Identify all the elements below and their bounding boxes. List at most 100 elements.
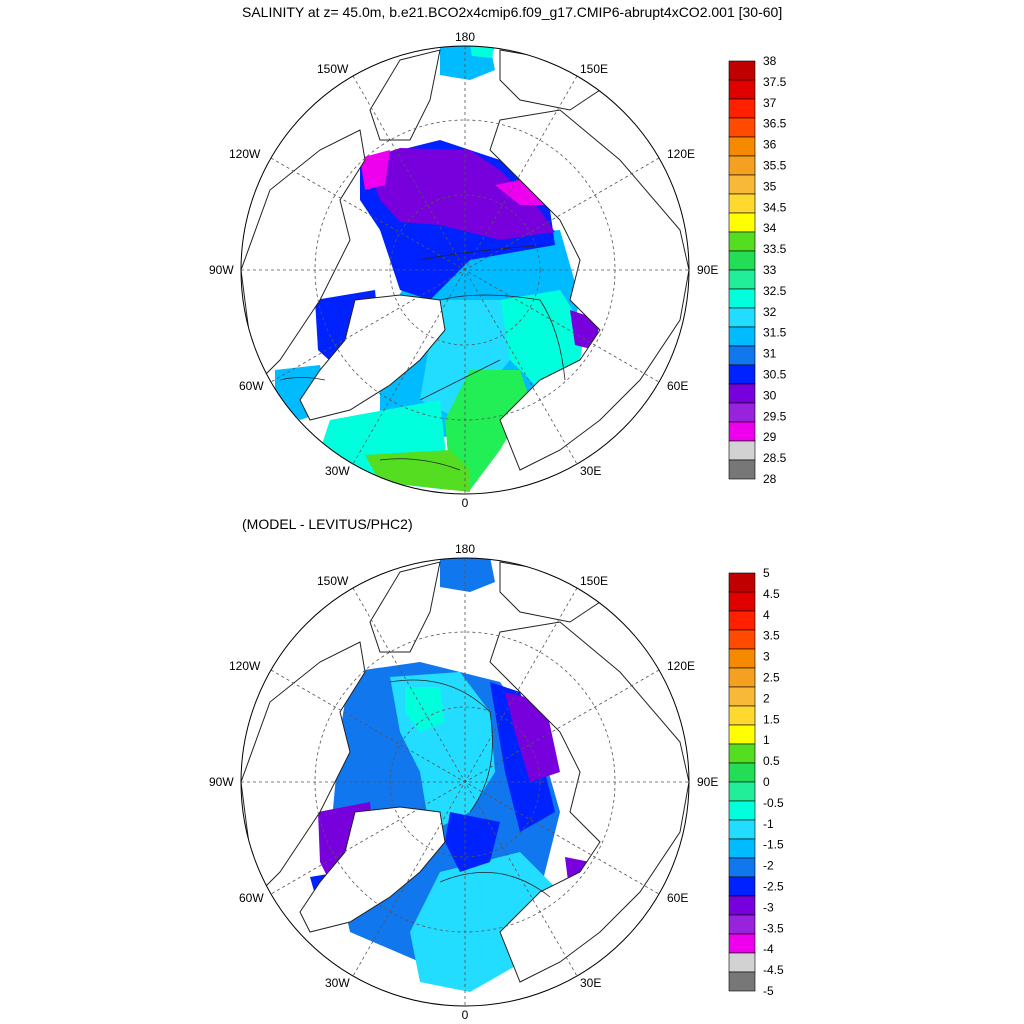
lon-label-60e: 60E — [667, 379, 688, 393]
pacific-shore — [369, 49, 441, 141]
colorbar-swatch — [728, 440, 756, 461]
colorbar-label: 0.5 — [763, 754, 780, 768]
diff-contour — [439, 872, 551, 898]
colorbar-swatch — [728, 952, 756, 973]
graticule — [241, 558, 689, 1006]
lon-label-60w: 60W — [239, 379, 264, 393]
colorbar-swatch — [728, 781, 756, 802]
fram-dark-diff — [445, 812, 500, 872]
colorbar-label: 30.5 — [763, 368, 787, 382]
laptev-magenta — [495, 180, 545, 205]
colorbar-swatch — [728, 459, 756, 480]
colorbar-swatch — [728, 648, 756, 669]
east-siberian-magenta — [360, 150, 390, 190]
colorbar-swatch — [728, 591, 756, 612]
colorbar-swatch — [728, 193, 756, 214]
colorbar-label: 0 — [763, 775, 770, 789]
colorbar-label: 3.5 — [763, 629, 780, 643]
lon-label-180: 180 — [455, 542, 475, 556]
colorbar-swatch — [728, 79, 756, 100]
colorbar-swatch — [728, 933, 756, 954]
colorbar-label: -2.5 — [763, 880, 784, 894]
lon-label-120e: 120E — [667, 659, 695, 673]
lon-label-150w: 150W — [317, 62, 349, 76]
basin-core-diff — [405, 687, 445, 732]
lon-label-30e: 30E — [580, 464, 601, 478]
colorbar-label: 1 — [763, 733, 770, 747]
pacific-shore — [369, 561, 441, 653]
colorbar-label: 4.5 — [763, 587, 780, 601]
colorbar-label: 32.5 — [763, 284, 787, 298]
map-boundary — [240, 45, 690, 495]
colorbar-swatch — [728, 250, 756, 271]
lon-label-180: 180 — [455, 30, 475, 44]
lon-label-0: 0 — [462, 1008, 469, 1022]
lon-label-30w: 30W — [325, 976, 350, 990]
colorbar-swatch — [728, 610, 756, 631]
colorbar-swatch — [728, 402, 756, 423]
lon-label-150w: 150W — [317, 574, 349, 588]
colorbar-swatch — [728, 667, 756, 688]
greenland-landmass — [299, 806, 446, 933]
colorbar-label: 35 — [763, 179, 777, 193]
colorbar-label: 37 — [763, 96, 777, 110]
colorbar-swatch — [728, 971, 756, 992]
colorbar-swatch — [728, 364, 756, 385]
north-atlantic-salty — [365, 450, 470, 492]
colorbar-swatch — [728, 326, 756, 347]
colorbar-label: 3 — [763, 650, 770, 664]
colorbar-swatch — [728, 876, 756, 897]
colorbar-label: 34.5 — [763, 200, 787, 214]
main-title: SALINITY at z= 45.0m, b.e21.BCO2x4cmip6.… — [242, 4, 783, 20]
colorbar-label: -5 — [763, 984, 774, 998]
colorbar-swatch — [728, 60, 756, 81]
colorbar-label: -4 — [763, 942, 774, 956]
colorbar-swatch — [728, 269, 756, 290]
eurasia-landmass — [489, 621, 689, 983]
lon-label-60w: 60W — [239, 891, 264, 905]
lon-label-120e: 120E — [667, 147, 695, 161]
colorbar-swatch — [728, 288, 756, 309]
colorbar-label: 2.5 — [763, 671, 780, 685]
colorbar-swatch — [728, 212, 756, 233]
colorbar-swatch — [728, 117, 756, 138]
colorbar-label: -3 — [763, 900, 774, 914]
colorbar-swatch — [728, 819, 756, 840]
map-boundary — [240, 557, 690, 1007]
salinity-colorbar: 38 37.5 37 36.5 36 35.5 35 34.5 34 33.5 33 32.5 32 31… — [728, 54, 787, 486]
diff-contour — [389, 679, 493, 813]
lon-label-30w: 30W — [325, 464, 350, 478]
colorbar-swatch — [728, 155, 756, 176]
colorbar-label: -4.5 — [763, 963, 784, 977]
colorbar-label: 31.5 — [763, 326, 787, 340]
colorbar-label: 29 — [763, 430, 777, 444]
lon-label-90w: 90W — [209, 263, 234, 277]
colorbar-swatch — [728, 421, 756, 442]
colorbar-swatch — [728, 98, 756, 119]
colorbar-swatch — [728, 914, 756, 935]
lon-label-120w: 120W — [229, 659, 261, 673]
colorbar-label: -2 — [763, 859, 774, 873]
lon-label-30e: 30E — [580, 976, 601, 990]
colorbar-label: -0.5 — [763, 796, 784, 810]
colorbar-label: 38 — [763, 54, 777, 68]
eurasia-landmass — [489, 109, 689, 471]
colorbar-swatch — [728, 895, 756, 916]
colorbar-label: 28 — [763, 472, 777, 486]
lon-label-150e: 150E — [580, 574, 608, 588]
salinity-contour — [419, 244, 551, 261]
difference-map-panel: 180 0 90W 90E 150W 150E 120W 120E 60W 60… — [209, 542, 784, 1022]
colorbar-label: 36 — [763, 138, 777, 152]
colorbar-swatch — [728, 838, 756, 859]
colorbar-swatch — [728, 724, 756, 745]
colorbar-swatch — [728, 383, 756, 404]
lon-label-60e: 60E — [667, 891, 688, 905]
colorbar-swatch — [728, 136, 756, 157]
graticule — [241, 46, 689, 494]
colorbar-swatch — [728, 231, 756, 252]
colorbar-label: 35.5 — [763, 159, 787, 173]
lon-label-90w: 90W — [209, 775, 234, 789]
colorbar-swatch — [728, 743, 756, 764]
difference-colorbar: 5 4.5 4 3.5 3 2.5 2 1.5 1 0.5 0 -0.5 -1 -1.5 -2 -2.5 -3 -… — [728, 566, 784, 998]
colorbar-label: 28.5 — [763, 451, 787, 465]
